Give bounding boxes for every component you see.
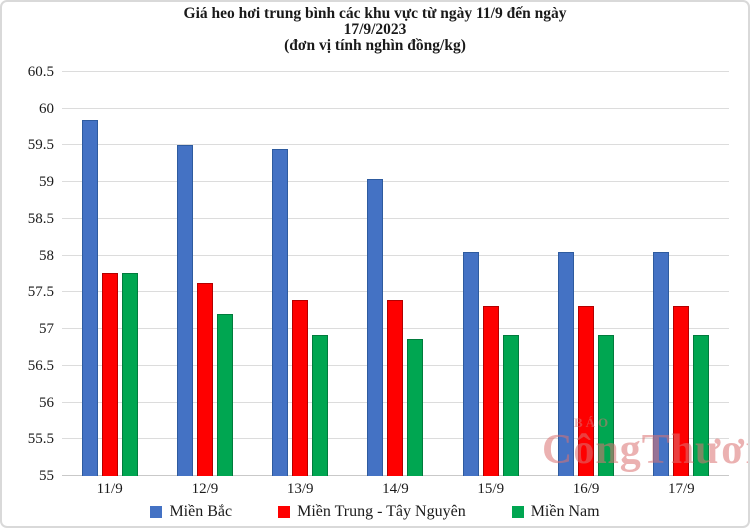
y-axis-tick-label: 57.5 [27, 284, 54, 301]
bar-mien-bac-11-9 [81, 119, 98, 476]
y-axis-tick-label: 56 [39, 394, 54, 411]
gridline-59.5 [62, 144, 729, 146]
bar-mien-trung-tay-nguyen-15-9 [482, 305, 499, 476]
bar-mien-nam-14-9 [407, 338, 424, 476]
x-axis-category-label: 13/9 [286, 481, 314, 497]
x-axis: 11/9 12/9 13/9 14/9 15/9 16/9 17/9 [62, 481, 729, 498]
y-axis-tick-label: 60.5 [27, 64, 54, 80]
x-axis-category-label: 14/9 [382, 481, 409, 497]
chart-plot-area [62, 71, 729, 476]
bar-mien-bac-16-9 [558, 251, 575, 476]
bar-group-17-9 [634, 72, 729, 476]
gridline-60 [62, 107, 729, 109]
gridline-59 [62, 181, 729, 183]
legend-item-mien-bac: Miền Bắc [150, 503, 232, 521]
bar-mien-nam-11-9 [121, 272, 138, 476]
bar-mien-trung-tay-nguyen-16-9 [578, 305, 595, 476]
bar-group-12-9 [157, 72, 252, 476]
legend-swatch-mien-nam [511, 506, 524, 518]
x-axis-category-label: 17/9 [667, 481, 695, 497]
legend: Miền Bắc Miền Trung - Tây Nguyên Miền Nam [2, 503, 748, 521]
bar-group-13-9 [253, 72, 348, 476]
legend-label-mien-trung-tay-nguyen: Miền Trung - Tây Nguyên [297, 503, 466, 520]
bar-mien-bac-15-9 [462, 251, 479, 476]
gridline-60.5 [62, 71, 729, 72]
y-axis-tick-label: 59 [39, 174, 54, 191]
chart-title-line2: 17/9/2023 [343, 21, 407, 38]
y-axis-tick-label: 57 [39, 321, 54, 338]
y-axis-tick-label: 56.5 [27, 357, 54, 374]
bar-mien-trung-tay-nguyen-12-9 [196, 282, 213, 476]
bar-mien-nam-15-9 [502, 334, 519, 476]
bar-mien-trung-tay-nguyen-11-9 [101, 272, 118, 476]
bar-group-14-9 [348, 72, 443, 476]
bar-mien-nam-17-9 [693, 334, 710, 476]
gridline-58.5 [62, 217, 729, 219]
x-axis-category-label: 15/9 [477, 481, 505, 497]
gridline-58 [62, 254, 729, 256]
bar-mien-nam-13-9 [312, 334, 329, 476]
y-axis-tick-label: 55.5 [27, 431, 54, 448]
legend-item-mien-nam: Miền Nam [511, 503, 600, 521]
y-axis-tick-label: 55 [39, 468, 54, 484]
x-axis-category-label: 16/9 [572, 481, 600, 497]
gridline-57.5 [62, 291, 729, 293]
bar-mien-trung-tay-nguyen-13-9 [292, 299, 309, 476]
bar-group-15-9 [443, 72, 538, 476]
bar-group-11-9 [62, 72, 157, 476]
bar-groups [62, 72, 729, 476]
chart-subtitle: (đơn vị tính nghìn đồng/kg) [284, 37, 466, 54]
bar-mien-bac-13-9 [272, 149, 289, 476]
y-axis-tick-label: 58.5 [27, 210, 54, 227]
legend-label-mien-bac: Miền Bắc [169, 503, 233, 520]
y-axis-tick-label: 58 [39, 247, 54, 264]
bar-mien-nam-16-9 [598, 334, 615, 476]
x-axis-category-label: 12/9 [191, 481, 219, 497]
bar-mien-trung-tay-nguyen-14-9 [387, 299, 404, 476]
legend-swatch-mien-bac [150, 506, 163, 518]
y-axis-tick-label: 59.5 [27, 137, 54, 154]
bar-mien-nam-12-9 [216, 314, 233, 476]
chart-title-line1: Giá heo hơi trung bình các khu vực từ ng… [183, 5, 567, 22]
chart-title: Giá heo hơi trung bình các khu vực từ ng… [2, 6, 748, 54]
legend-swatch-mien-trung-tay-nguyen [278, 506, 291, 518]
bar-mien-bac-12-9 [176, 145, 193, 476]
legend-item-mien-trung-tay-nguyen: Miền Trung - Tây Nguyên [278, 503, 466, 521]
bar-mien-bac-14-9 [367, 178, 384, 476]
bar-group-16-9 [538, 72, 633, 476]
bar-mien-trung-tay-nguyen-17-9 [673, 305, 690, 476]
x-axis-category-label: 11/9 [96, 481, 123, 497]
legend-label-mien-nam: Miền Nam [530, 503, 600, 520]
bar-mien-bac-17-9 [653, 251, 670, 476]
y-axis-tick-label: 60 [39, 100, 54, 117]
